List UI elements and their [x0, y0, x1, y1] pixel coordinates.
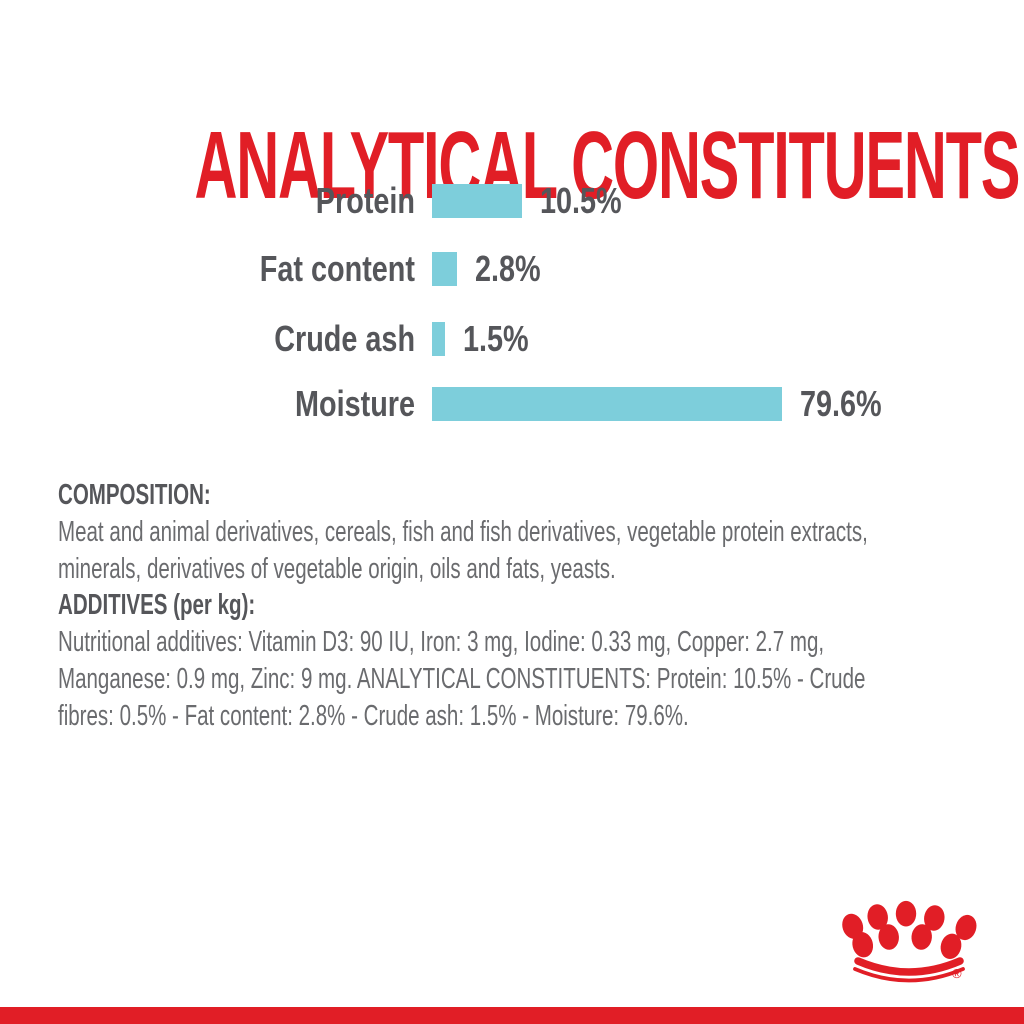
crown-ovals — [842, 900, 977, 959]
bar-label: Crude ash — [274, 318, 415, 359]
composition-heading: COMPOSITION: — [58, 479, 211, 511]
bar-value: 1.5% — [463, 318, 529, 359]
bar — [432, 387, 782, 421]
bar-label: Moisture — [294, 383, 415, 424]
bar-value: 2.8% — [475, 248, 541, 289]
additives-heading: ADDITIVES (per kg): — [58, 589, 256, 622]
bar-label: Fat content — [259, 248, 415, 289]
footer-red-strip — [0, 1007, 1024, 1024]
crown-base-arcs — [853, 957, 965, 983]
registered-trademark: ® — [952, 966, 962, 981]
bar-value: 79.6% — [800, 383, 882, 424]
bar-value: 10.5% — [540, 180, 622, 221]
additives-line-2: Manganese: 0.9 mg, Zinc: 9 mg. ANALYTICA… — [58, 662, 866, 695]
composition-line-1: Meat and animal derivatives, cereals, fi… — [58, 515, 868, 548]
bar-label: Protein — [315, 180, 415, 221]
label-text-block: COMPOSITION: Meat and animal derivatives… — [58, 477, 868, 735]
bar — [432, 322, 445, 356]
additives-line-1: Nutritional additives: Vitamin D3: 90 IU… — [58, 626, 825, 659]
additives-line-3: fibres: 0.5% - Fat content: 2.8% - Crude… — [58, 699, 689, 732]
chart-row-protein: Protein 10.5% — [0, 180, 1024, 221]
composition-line-2: minerals, derivatives of vegetable origi… — [58, 552, 616, 585]
bar — [432, 184, 522, 218]
bar — [432, 252, 457, 286]
chart-row-crude-ash: Crude ash 1.5% — [0, 318, 1024, 359]
chart-row-fat-content: Fat content 2.8% — [0, 248, 1024, 289]
royal-canin-crown-logo: ® — [842, 900, 977, 983]
chart-row-moisture: Moisture 79.6% — [0, 383, 1024, 424]
